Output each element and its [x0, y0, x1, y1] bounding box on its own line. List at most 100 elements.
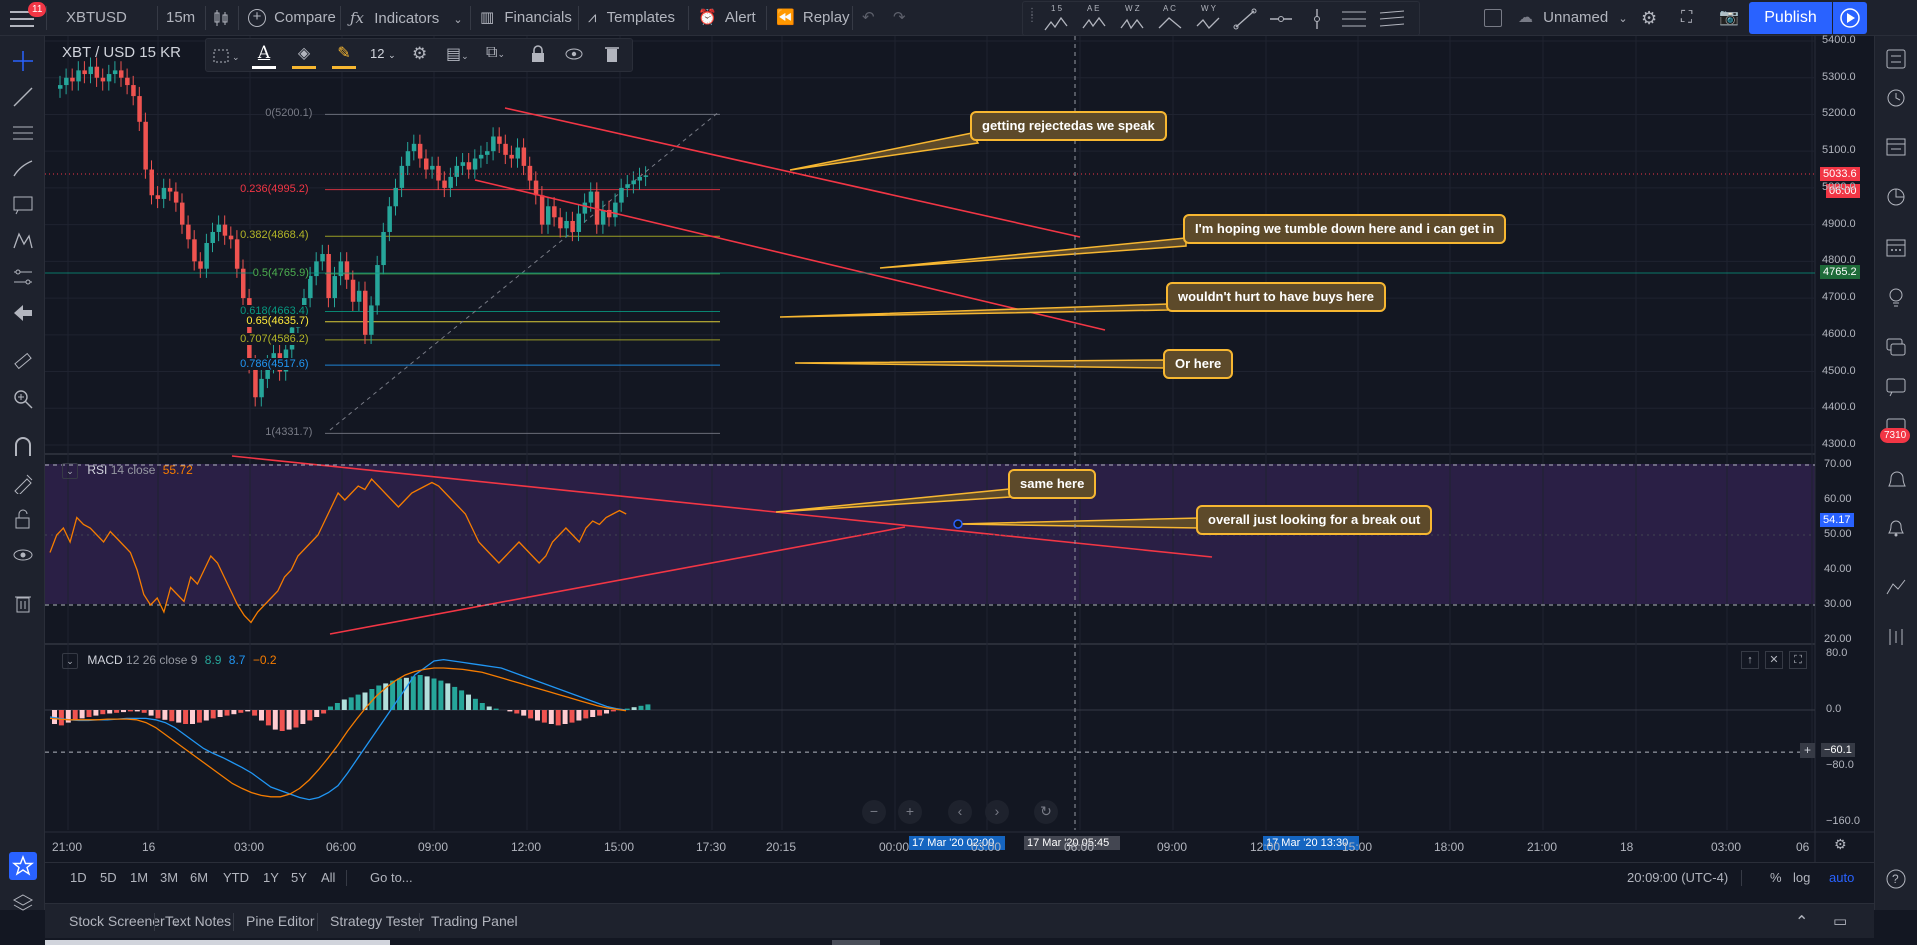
brush-icon[interactable]	[12, 158, 34, 180]
callout-tumble-down[interactable]: I'm hoping we tumble down here and i can…	[1183, 214, 1507, 244]
callout-same-here[interactable]: same here	[1008, 469, 1097, 499]
fib-retracement-icon[interactable]	[1379, 8, 1405, 33]
scale-log-toggle[interactable]: log	[1793, 870, 1811, 885]
alert-bell-icon[interactable]	[1885, 516, 1907, 538]
scroll-right-icon[interactable]: ›	[985, 800, 1009, 824]
timeframe-1d[interactable]: 1D	[70, 870, 87, 885]
timeframe-all[interactable]: All	[321, 870, 336, 885]
chart-type-icon[interactable]	[212, 0, 230, 36]
lock-icon[interactable]	[530, 45, 546, 66]
callout-or-here[interactable]: Or here	[1163, 349, 1234, 379]
templates-button[interactable]: ⩘ Templates	[588, 0, 675, 36]
clone-icon[interactable]: ⧉⌄	[486, 44, 505, 61]
axis-settings-icon[interactable]: ⚙	[1834, 836, 1847, 852]
callout-rejected[interactable]: getting rejectedas we speak	[970, 111, 1167, 141]
fill-color-icon[interactable]: ◈	[292, 43, 316, 69]
pattern-tool-wz[interactable]: W Z	[1119, 4, 1145, 34]
gear-icon[interactable]: ⚙	[1641, 8, 1658, 28]
delete-icon[interactable]	[604, 45, 620, 66]
notifications-icon[interactable]	[1883, 466, 1911, 494]
goto-date-button[interactable]: Go to...	[370, 870, 413, 885]
text-note-icon[interactable]	[12, 194, 34, 216]
pattern-tool-wy[interactable]: W Y	[1195, 4, 1221, 34]
parallel-channel-icon[interactable]	[1341, 8, 1367, 33]
symbol-search[interactable]: XBTUSD	[66, 9, 127, 26]
lock-open-icon[interactable]	[12, 508, 34, 530]
dom-icon[interactable]	[1885, 626, 1907, 648]
pattern-tool-ac[interactable]: A C	[1157, 4, 1183, 34]
drag-handle-icon[interactable]: ⋮ ⋮	[1027, 7, 1037, 24]
scroll-left-icon[interactable]: ‹	[948, 800, 972, 824]
chart-canvas[interactable]	[45, 36, 1874, 862]
select-area-icon[interactable]	[1484, 9, 1502, 27]
alert-button[interactable]: ⏰ Alert	[698, 0, 756, 36]
measure-icon[interactable]	[12, 266, 34, 288]
collapse-chevron-icon[interactable]: ⌄	[62, 463, 78, 479]
watchlist-star-icon[interactable]	[9, 852, 37, 880]
replay-button[interactable]: ⏪ Replay	[776, 0, 850, 36]
layout-name-button[interactable]: ☁ Unnamed ⌄	[1518, 0, 1628, 36]
timeframe-1y[interactable]: 1Y	[263, 870, 279, 885]
callout-break-out[interactable]: overall just looking for a break out	[1196, 505, 1433, 535]
template-icon[interactable]: ▤⌄	[446, 46, 469, 63]
chats-icon[interactable]	[1885, 336, 1907, 358]
pattern-tool-ae[interactable]: A E	[1081, 4, 1107, 34]
collapse-panel-icon[interactable]: ⌃	[1795, 914, 1809, 931]
pattern-tool-15[interactable]: 1 5	[1043, 4, 1069, 34]
trend-line-icon[interactable]	[12, 86, 34, 108]
stay-in-drawing-icon[interactable]	[12, 472, 34, 496]
add-plus-icon[interactable]: +	[1800, 743, 1815, 758]
chevron-down-icon[interactable]: ⌄	[172, 918, 181, 929]
timeframe-3m[interactable]: 3M	[160, 870, 179, 885]
tab-text-notes[interactable]: Text Notes	[165, 913, 232, 929]
compare-button[interactable]: + Compare	[248, 0, 336, 36]
pencil-color-icon[interactable]: ✎	[332, 43, 356, 69]
trash-icon[interactable]	[12, 592, 34, 614]
move-pane-up-icon[interactable]: ↑	[1741, 651, 1759, 669]
pine-chart-icon[interactable]	[1885, 576, 1907, 598]
help-icon[interactable]: ?	[1885, 868, 1907, 890]
pattern-icon[interactable]	[12, 230, 34, 252]
line-style-icon[interactable]: ⌄	[212, 45, 240, 67]
undo-icon[interactable]: ↶	[862, 9, 875, 26]
hotlist-icon[interactable]	[1885, 186, 1907, 208]
eye-icon[interactable]	[12, 544, 34, 566]
reset-chart-icon[interactable]: ↻	[1034, 800, 1058, 824]
maximize-panel-icon[interactable]: ▭	[1833, 913, 1848, 930]
zoom-out-icon[interactable]: −	[862, 800, 886, 824]
timeframe-5y[interactable]: 5Y	[291, 870, 307, 885]
redo-icon[interactable]: ↷	[893, 9, 906, 26]
font-size-selector[interactable]: 12 ⌄	[370, 46, 396, 61]
layers-icon[interactable]	[12, 892, 34, 914]
tab-strategy-tester[interactable]: Strategy Tester	[330, 913, 424, 929]
interval-selector[interactable]: 15m	[166, 9, 196, 26]
tab-trading-panel[interactable]: Trading Panel	[431, 913, 518, 929]
chevron-down-icon[interactable]: ⌄	[453, 14, 463, 26]
magnet-icon[interactable]	[12, 436, 34, 458]
scale-auto-toggle[interactable]: auto	[1829, 870, 1855, 885]
financials-button[interactable]: ▥ Financials	[480, 0, 572, 36]
zoom-in-icon[interactable]	[12, 388, 34, 410]
arrow-left-icon[interactable]	[12, 302, 34, 324]
timeframe-ytd[interactable]: YTD	[223, 870, 249, 885]
watchlist-icon[interactable]	[1885, 48, 1907, 70]
fib-tool-icon[interactable]	[12, 122, 34, 144]
scrollbar-thumb[interactable]	[45, 940, 390, 945]
ruler-icon[interactable]	[12, 350, 34, 372]
indicators-button[interactable]: ƒx Indicators ⌄	[350, 0, 463, 36]
tab-stock-screener[interactable]: Stock Screener ⌄	[69, 904, 181, 939]
callout-buys-here[interactable]: wouldn't hurt to have buys here	[1166, 282, 1386, 312]
visibility-icon[interactable]	[564, 47, 584, 64]
crosshair-icon[interactable]	[12, 50, 34, 72]
alerts-clock-icon[interactable]	[1885, 86, 1907, 108]
vertical-line-icon[interactable]	[1305, 8, 1329, 33]
calendar-icon[interactable]	[1885, 236, 1907, 258]
scale-percent-toggle[interactable]: %	[1770, 870, 1782, 885]
text-color-icon[interactable]: A	[252, 43, 276, 69]
scrollbar-grip[interactable]	[832, 940, 880, 945]
horizontal-line-icon[interactable]	[1269, 8, 1293, 33]
ideas-lightbulb-icon[interactable]	[1885, 286, 1907, 308]
publish-button[interactable]: Publish	[1749, 2, 1832, 34]
close-pane-icon[interactable]: ✕	[1765, 651, 1783, 669]
play-icon[interactable]	[1833, 2, 1867, 34]
